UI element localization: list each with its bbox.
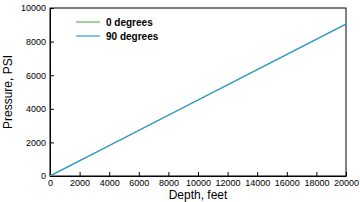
tick-mark [139, 172, 140, 176]
tick-label: 0 [48, 178, 53, 188]
tick-mark [109, 172, 110, 176]
tick: 10000 [21, 3, 54, 13]
tick: 4000 [26, 104, 54, 114]
y-axis: 0 2000 4000 6000 8000 10000 [21, 3, 54, 181]
tick: 18000 [304, 172, 329, 188]
series-line [50, 24, 346, 176]
tick-label: 2000 [70, 178, 90, 188]
tick-mark [228, 172, 229, 176]
legend-swatch [76, 35, 100, 36]
tick-mark [50, 42, 54, 43]
axis-line [51, 176, 347, 177]
chart: 0 2000 4000 6000 8000 10000 12000 14000 16000 180… [0, 0, 360, 202]
tick-label: 6000 [26, 71, 46, 81]
tick: 16000 [275, 172, 300, 188]
tick-label: 8000 [26, 37, 46, 47]
tick: 8000 [26, 37, 54, 47]
tick-mark [80, 172, 81, 176]
x-axis-title: Depth, feet [169, 188, 228, 202]
axis-line [50, 9, 51, 177]
tick-label: 20000 [334, 178, 359, 188]
tick-mark [257, 172, 258, 176]
legend-swatch [76, 21, 100, 22]
plot: 0 2000 4000 6000 8000 10000 12000 14000 16000 180… [21, 3, 359, 188]
series-group [50, 24, 346, 176]
tick-mark [50, 109, 54, 110]
tick: 2000 [70, 172, 90, 188]
legend: 0 degrees 90 degrees [76, 17, 159, 42]
tick-mark [50, 8, 54, 9]
tick: 0 [41, 171, 54, 181]
tick-label: 8000 [159, 178, 179, 188]
tick-label: 18000 [304, 178, 329, 188]
legend-item: 0 degrees [76, 17, 153, 28]
tick-label: 10000 [21, 3, 46, 13]
tick-mark [168, 172, 169, 176]
tick-mark [287, 172, 288, 176]
tick: 10000 [186, 172, 211, 188]
legend-label: 90 degrees [106, 31, 159, 42]
tick-label: 6000 [129, 178, 149, 188]
tick-mark [346, 172, 347, 176]
tick-mark [198, 172, 199, 176]
legend-item: 90 degrees [76, 31, 159, 42]
tick-mark [316, 172, 317, 176]
tick: 12000 [216, 172, 241, 188]
tick-label: 0 [41, 171, 46, 181]
tick: 6000 [129, 172, 149, 188]
tick-label: 10000 [186, 178, 211, 188]
tick: 6000 [26, 71, 54, 81]
tick-label: 16000 [275, 178, 300, 188]
tick-label: 4000 [100, 178, 120, 188]
tick-label: 2000 [26, 138, 46, 148]
x-axis: 0 2000 4000 6000 8000 10000 12000 14000 16000 180… [48, 172, 359, 188]
tick-mark [50, 142, 54, 143]
tick-label: 14000 [245, 178, 270, 188]
legend-label: 0 degrees [106, 17, 153, 28]
y-axis-title: Pressure, PSI [1, 55, 15, 129]
tick: 14000 [245, 172, 270, 188]
plot-frame [50, 8, 346, 176]
tick-label: 4000 [26, 104, 46, 114]
tick-label: 12000 [216, 178, 241, 188]
tick: 2000 [26, 138, 54, 148]
series-line [50, 24, 346, 176]
tick: 4000 [100, 172, 120, 188]
tick: 8000 [159, 172, 179, 188]
tick: 20000 [334, 172, 359, 188]
tick-mark [50, 75, 54, 76]
tick-mark [50, 176, 54, 177]
